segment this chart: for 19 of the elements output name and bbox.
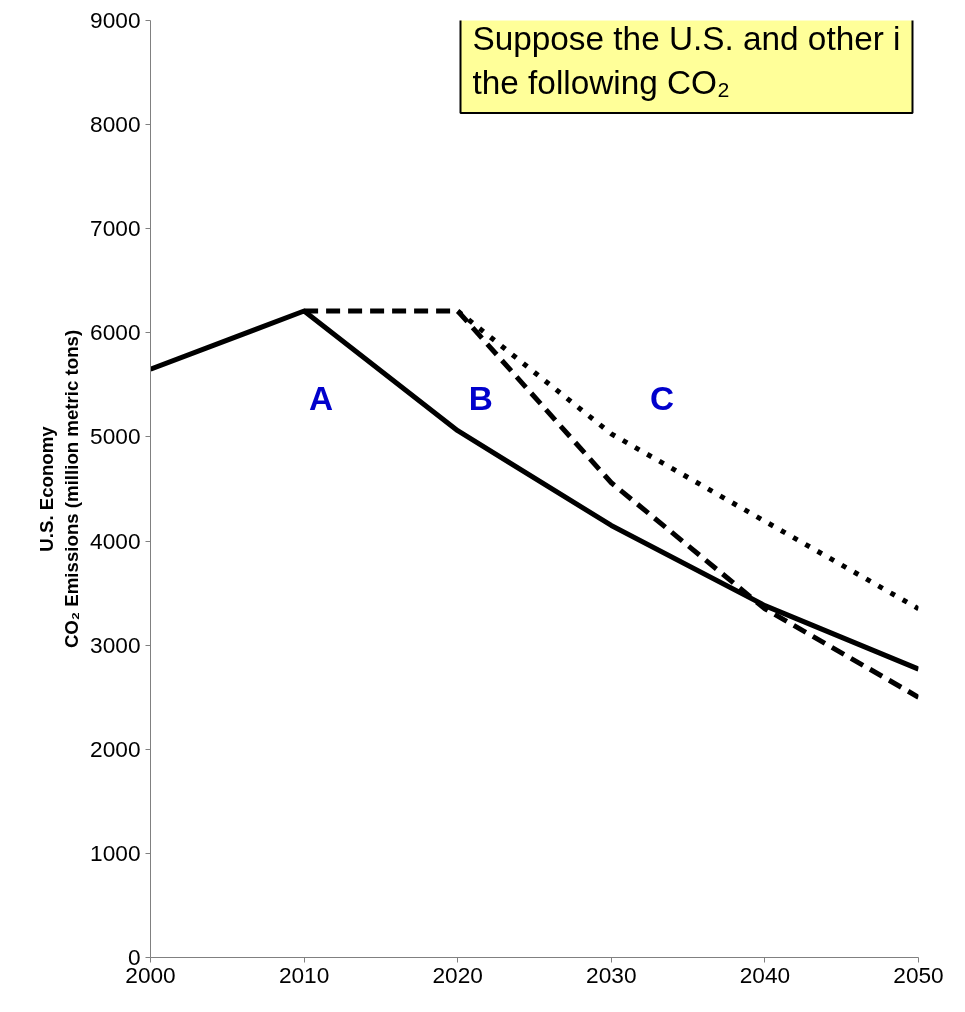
annotation: Suppose the U.S. and other i the following CO₂: [472, 19, 901, 101]
series-label: A: [308, 379, 334, 417]
x-tick-label: 2030: [586, 961, 637, 988]
y-tick-label: 9000: [90, 7, 141, 33]
y-tick-label: 2000: [90, 735, 141, 762]
y-tick-label: 8000: [90, 111, 141, 138]
y-tick-label: 4000: [90, 527, 141, 554]
y-tick-label: 1000: [90, 839, 141, 866]
y-tick-label: 6000: [90, 319, 141, 346]
x-tick-label: 2050: [893, 961, 944, 988]
y-axis-title: U.S. Economy CO₂ Emissions (million metric tons): [35, 329, 83, 649]
series-label: C: [649, 379, 675, 417]
x-tick-label: 2040: [739, 961, 791, 988]
series-label: B: [468, 379, 493, 417]
y-tick-label: 5000: [90, 423, 141, 450]
y-tick-label: 3000: [90, 631, 141, 658]
x-tick-label: 2010: [278, 961, 330, 988]
x-tick-label: 2020: [432, 961, 483, 988]
y-tick-label: 7000: [90, 215, 141, 242]
